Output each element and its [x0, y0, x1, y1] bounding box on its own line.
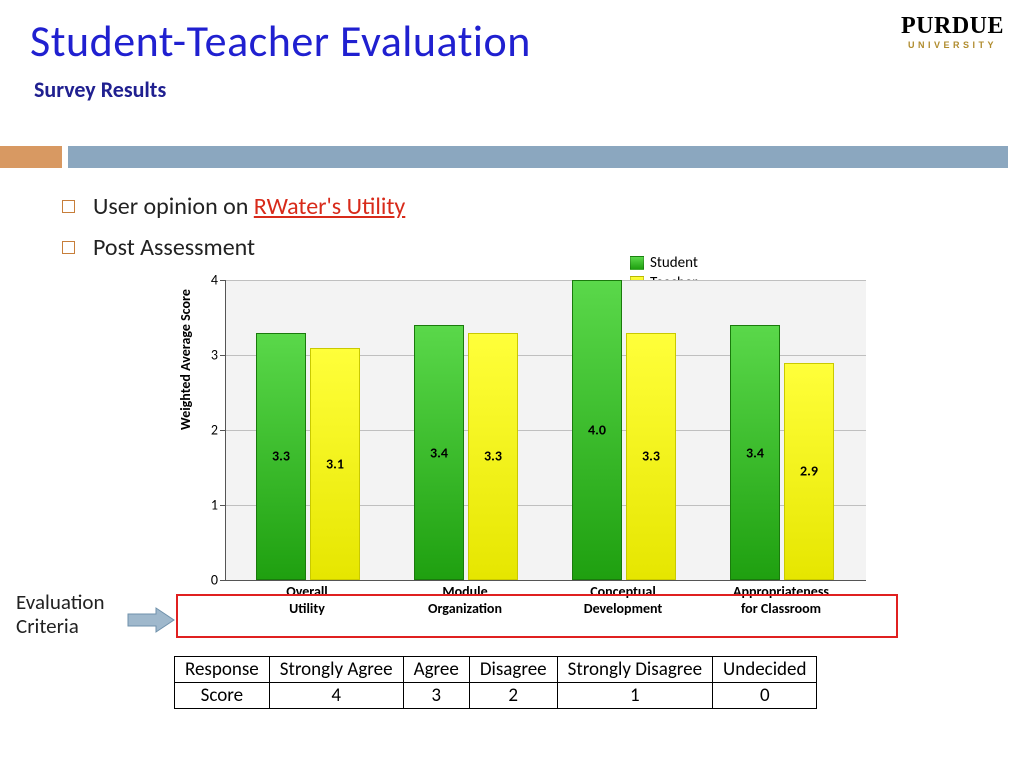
purdue-logo: PURDUE UNIVERSITY — [901, 14, 1004, 50]
y-tick-label: 3 — [211, 347, 218, 364]
td-score-0: 0 — [713, 683, 817, 709]
th-strongly-disagree: Strongly Disagree — [557, 657, 712, 683]
bullet-1-text: User opinion on RWater's Utility — [93, 192, 405, 221]
bullet-box-icon — [62, 241, 75, 254]
th-strongly-agree: Strongly Agree — [269, 657, 403, 683]
bullet-item-1: User opinion on RWater's Utility — [62, 192, 405, 221]
bar-value-label: 3.4 — [731, 444, 779, 461]
bullet-item-2: Post Assessment — [62, 233, 405, 262]
bar-student-2: 4.0 — [572, 280, 622, 580]
bar-value-label: 3.1 — [311, 455, 359, 472]
td-score-2: 2 — [469, 683, 557, 709]
eval-label-line2: Criteria — [16, 613, 79, 639]
bullet-2-text: Post Assessment — [93, 233, 255, 262]
bar-student-3: 3.4 — [730, 325, 780, 580]
logo-sub-text: UNIVERSITY — [901, 40, 1004, 50]
bar-value-label: 3.4 — [415, 444, 463, 461]
td-score-4: 4 — [269, 683, 403, 709]
bar-teacher-0: 3.1 — [310, 348, 360, 581]
accent-bar-orange — [0, 146, 62, 168]
page-title: Student-Teacher Evaluation — [30, 14, 531, 68]
bullet-box-icon — [62, 200, 75, 213]
rwater-utility-link[interactable]: RWater's Utility — [254, 192, 406, 221]
score-table: Response Strongly Agree Agree Disagree S… — [174, 656, 817, 709]
accent-bar-blue — [68, 146, 1008, 168]
bar-teacher-1: 3.3 — [468, 333, 518, 581]
th-agree: Agree — [403, 657, 469, 683]
bar-value-label: 3.3 — [627, 448, 675, 465]
bar-value-label: 3.3 — [257, 448, 305, 465]
y-tick-mark — [220, 355, 226, 356]
bar-student-1: 3.4 — [414, 325, 464, 580]
y-tick-mark — [220, 280, 226, 281]
arrow-right-icon — [126, 606, 176, 634]
score-table-header-row: Response Strongly Agree Agree Disagree S… — [175, 657, 817, 683]
bar-teacher-3: 2.9 — [784, 363, 834, 581]
td-score-label: Score — [175, 683, 270, 709]
bar-teacher-2: 3.3 — [626, 333, 676, 581]
bar-student-0: 3.3 — [256, 333, 306, 581]
plot-area: 012343.33.13.43.34.03.33.42.9 — [225, 280, 866, 581]
eval-label-line1: Evaluation — [16, 589, 105, 615]
bar-chart: Weighted Average Score 0 1 2 3 4 3.3 3.1 3.4 3.3… — [165, 260, 905, 630]
y-tick-mark — [220, 505, 226, 506]
y-tick-mark — [220, 580, 226, 581]
y-tick-mark — [220, 430, 226, 431]
bar-value-label: 3.3 — [469, 448, 517, 465]
logo-main-text: PURDUE — [901, 14, 1004, 38]
y-axis-label: Weighted Average Score — [177, 289, 194, 430]
y-tick-label: 1 — [211, 497, 218, 514]
y-tick-label: 2 — [211, 422, 218, 439]
th-undecided: Undecided — [713, 657, 817, 683]
evaluation-criteria-label: Evaluation Criteria — [16, 590, 105, 638]
y-tick-label: 4 — [211, 272, 218, 289]
bar-value-label: 4.0 — [573, 422, 621, 439]
bar-value-label: 2.9 — [785, 463, 833, 480]
td-score-1: 1 — [557, 683, 712, 709]
score-table-value-row: Score 4 3 2 1 0 — [175, 683, 817, 709]
slide: Student-Teacher Evaluation Survey Result… — [0, 0, 1024, 768]
page-subtitle: Survey Results — [34, 76, 166, 103]
th-disagree: Disagree — [469, 657, 557, 683]
gridline — [226, 280, 866, 281]
bullet-1-pre: User opinion on — [93, 192, 254, 221]
criteria-highlight-box — [176, 594, 898, 638]
th-response: Response — [175, 657, 270, 683]
td-score-3: 3 — [403, 683, 469, 709]
y-tick-label: 0 — [211, 572, 218, 589]
